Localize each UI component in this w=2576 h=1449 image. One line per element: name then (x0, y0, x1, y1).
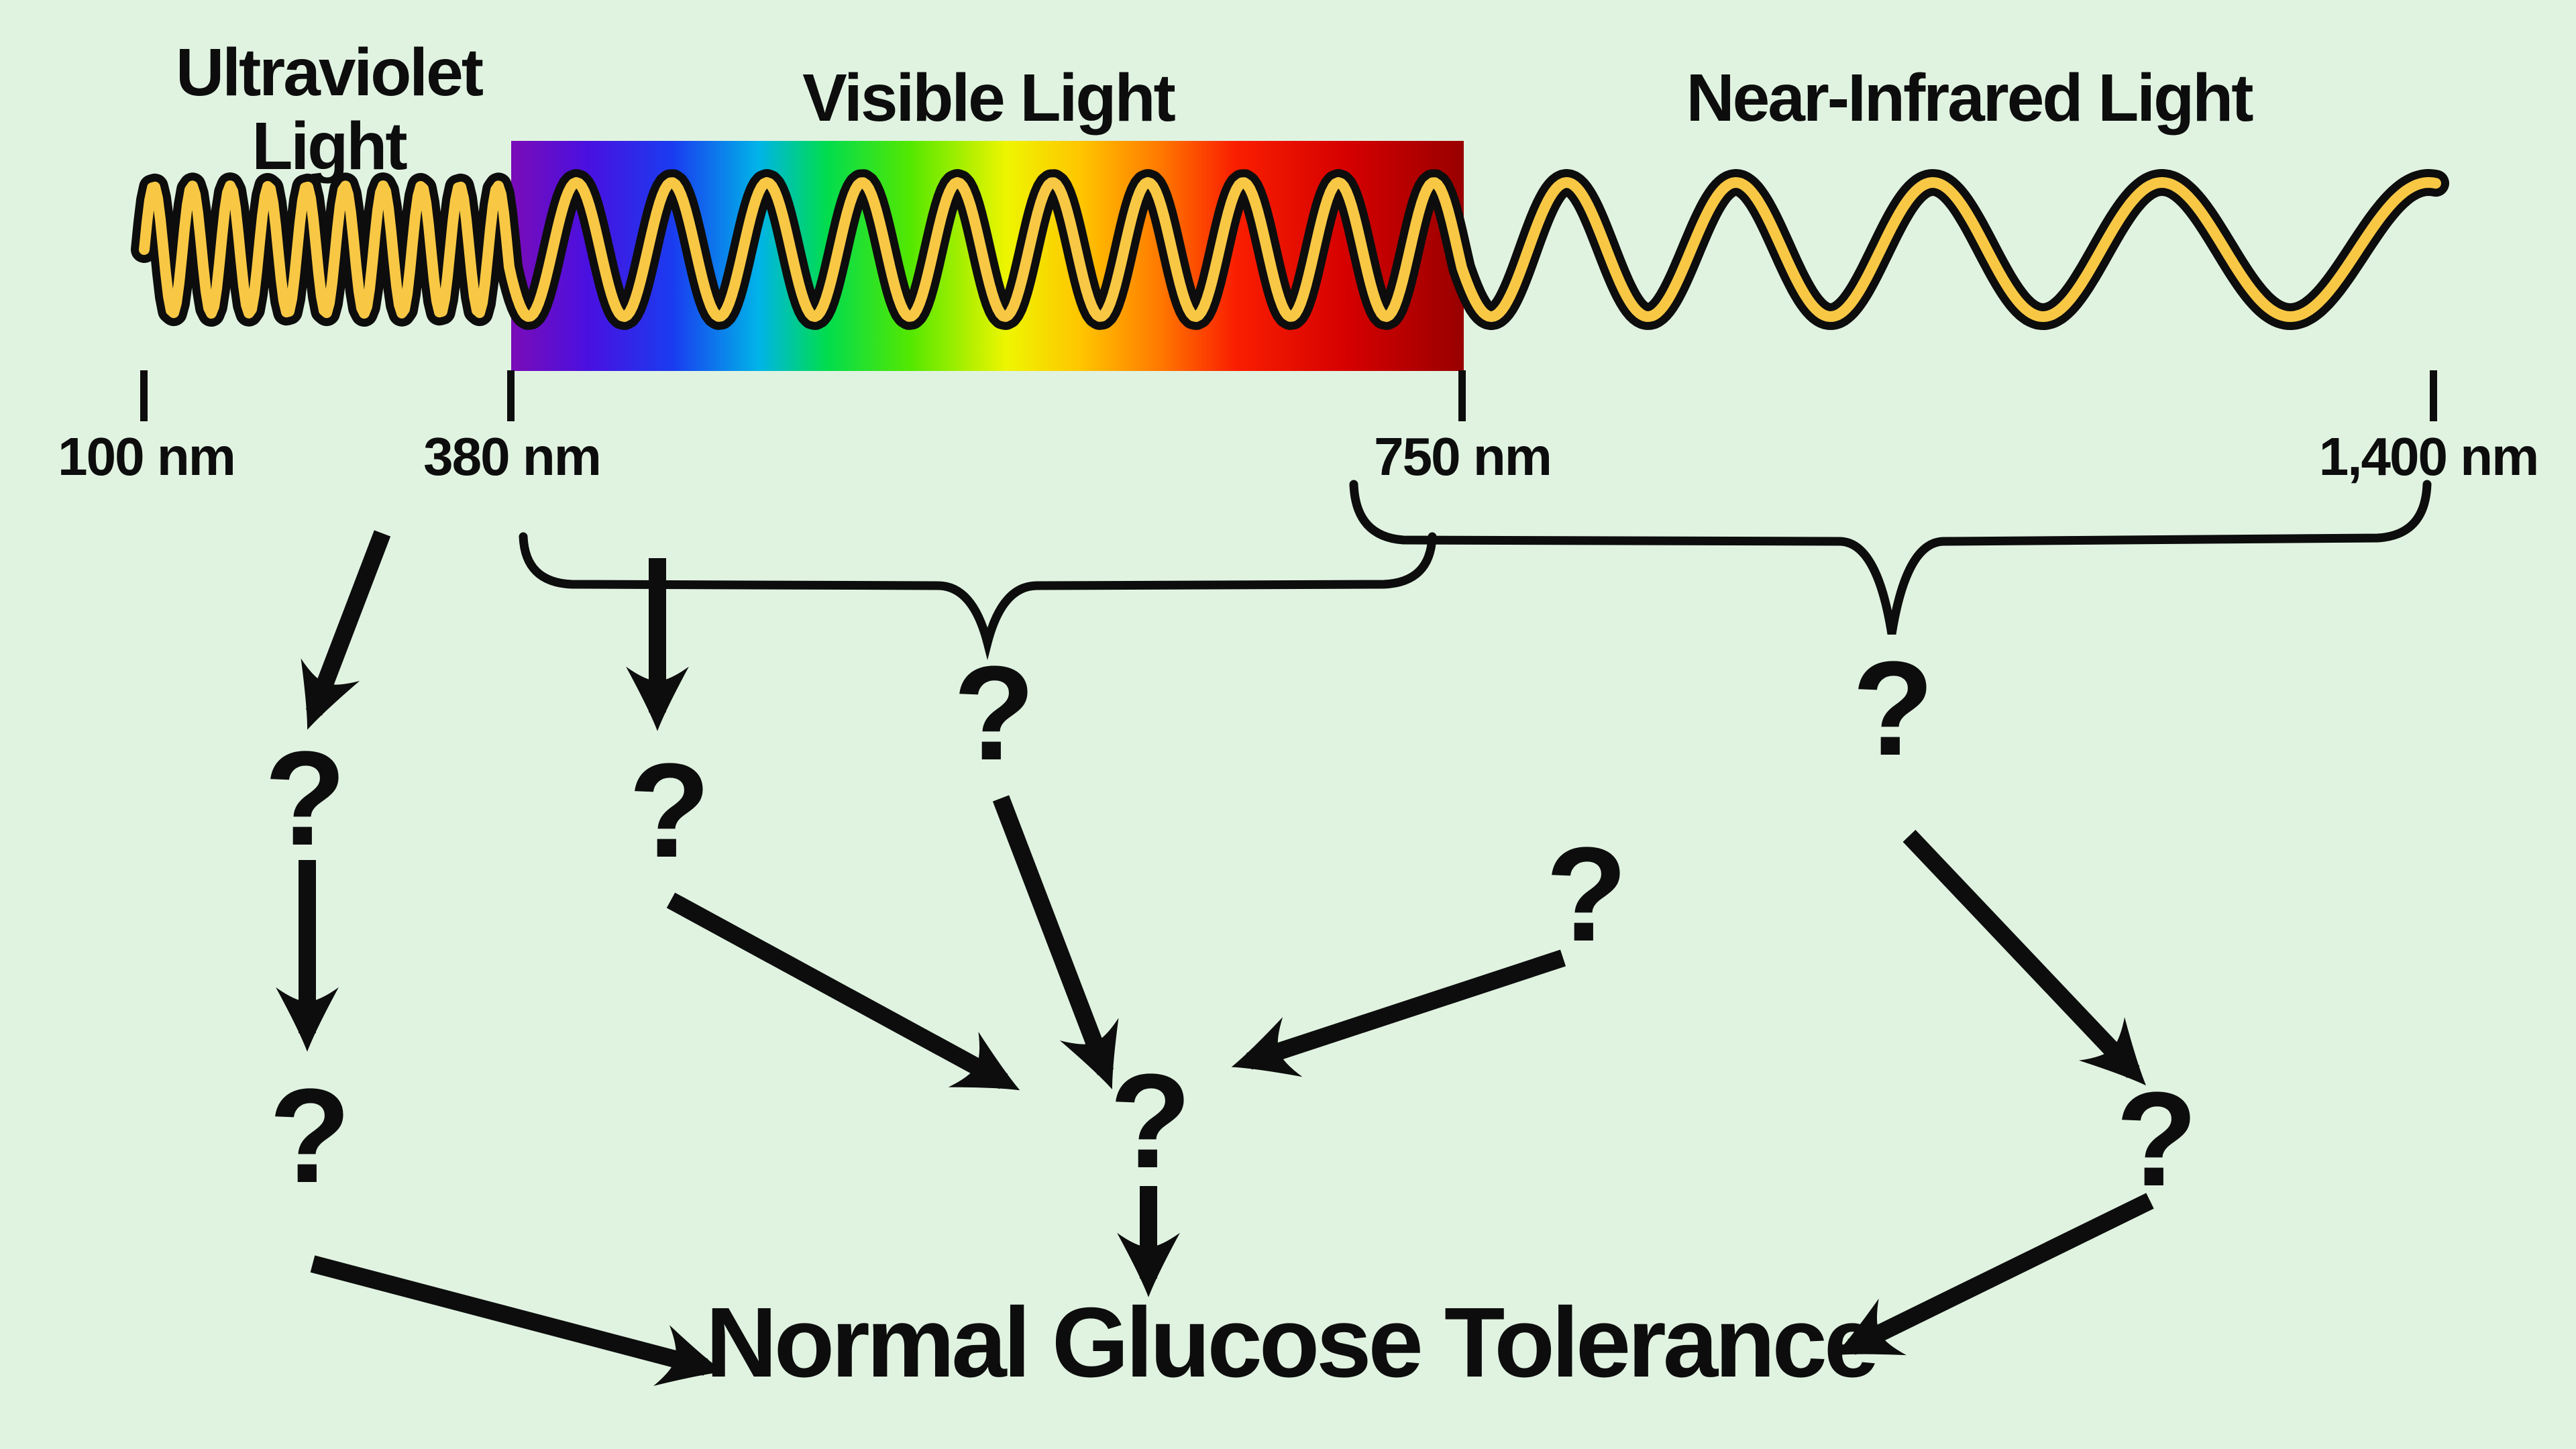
tick-label-380nm: 380 nm (423, 427, 600, 486)
question-mark-visible: ? (629, 736, 710, 885)
arrow-q8-to-outcome (1835, 1193, 2154, 1356)
tick-label-100nm: 100 nm (58, 427, 235, 486)
visible-range-brace (519, 532, 1437, 660)
arrow-nir-down (1902, 830, 2147, 1086)
question-mark-nir-brace: ? (1852, 634, 1934, 784)
tick-380nm (507, 370, 515, 421)
tick-label-750nm: 750 nm (1374, 427, 1551, 486)
arrow-q3-to-center (992, 795, 1119, 1089)
arrow-q5-to-outcome (310, 1255, 724, 1387)
arrow-q2-to-center (666, 892, 1020, 1091)
tick-label-1400nm: 1,400 nm (2319, 427, 2538, 486)
question-mark-mid-right: ? (1546, 820, 1627, 969)
near-infrared-range-brace (1349, 480, 2432, 635)
arrow-q6-to-center (1231, 949, 1566, 1077)
uv-title-line1: Ultraviolet (176, 35, 484, 110)
near-infrared-title: Near-Infrared Light (1686, 60, 2253, 136)
question-mark-nir-second: ? (2116, 1065, 2198, 1214)
outcome-title: Normal Glucose Tolerance (706, 1287, 1876, 1398)
tick-750nm (1458, 370, 1466, 421)
light-wave-core (139, 177, 2441, 322)
question-mark-uv-second: ? (269, 1061, 351, 1211)
uv-title-line2: Light (252, 109, 407, 184)
question-mark-center: ? (1110, 1046, 1191, 1196)
question-mark-visible-brace: ? (953, 639, 1035, 788)
question-mark-uv: ? (264, 724, 346, 873)
tick-1400nm (2430, 370, 2437, 421)
tick-100nm (140, 370, 148, 421)
arrow-uv-down (301, 530, 391, 730)
visible-light-title: Visible Light (802, 60, 1175, 136)
